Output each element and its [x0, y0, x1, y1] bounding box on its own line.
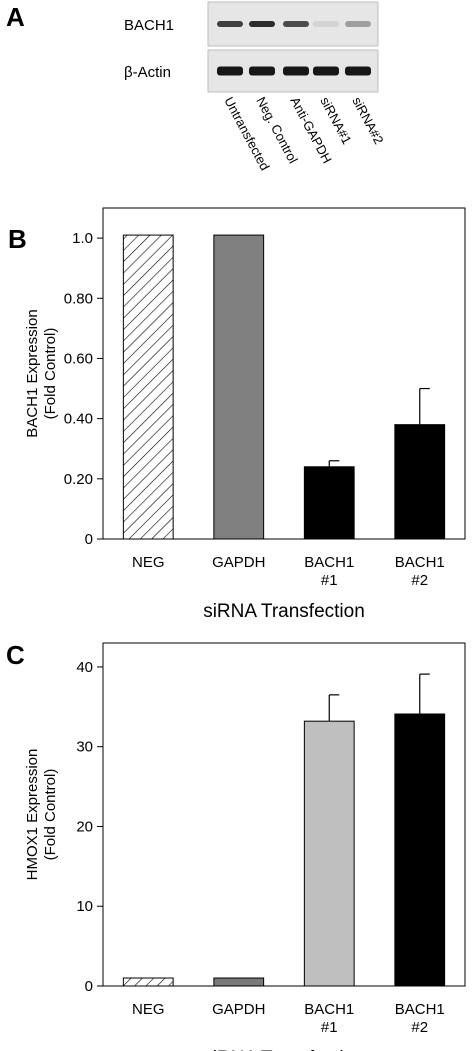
- panel-a-label: A: [6, 2, 25, 32]
- blot-band: [249, 66, 275, 76]
- y-axis-label: (Fold Control): [42, 328, 59, 420]
- blot-row-label: β-Actin: [124, 64, 171, 81]
- y-axis-label: (Fold Control): [42, 769, 59, 861]
- category-label: BACH1: [304, 1001, 354, 1018]
- y-axis-label: BACH1 Expression: [24, 309, 41, 437]
- hmox1-expression-chart: C 0 10 20 30 40 HMOX1 Expression (Fold Control…: [6, 640, 466, 1051]
- y-tick-label: 0.40: [64, 411, 93, 428]
- panel-b-label: B: [8, 224, 27, 254]
- y-tick-label: 0.80: [64, 290, 93, 307]
- panel-c-label: C: [6, 640, 25, 670]
- y-axis-label: HMOX1 Expression: [24, 749, 41, 881]
- y-tick-label: 0: [85, 978, 93, 995]
- category-label: #2: [411, 1019, 428, 1036]
- category-label: BACH1: [395, 1001, 445, 1018]
- category-label: #1: [321, 1019, 338, 1036]
- plot-frame: [102, 207, 466, 540]
- blot-band: [249, 21, 275, 27]
- y-tick-label: 20: [76, 818, 93, 835]
- x-axis-label: siRNA Transfection: [203, 601, 365, 622]
- bar: [394, 713, 446, 987]
- category-label: #2: [411, 572, 428, 589]
- blot-band: [345, 66, 371, 76]
- bach1-expression-chart: B 0 0.20 0.40 0.60 0.80 1.0 BACH1 Expression (F…: [8, 207, 466, 622]
- bar: [122, 234, 174, 540]
- category-label: NEG: [132, 554, 165, 571]
- y-tick-label: 30: [76, 739, 93, 756]
- bar: [213, 977, 265, 987]
- y-tick-label: 1.0: [72, 230, 93, 247]
- bar: [213, 234, 265, 540]
- y-tick-label: 0: [85, 531, 93, 548]
- bar: [303, 466, 355, 540]
- y-tick-label: 0.60: [64, 350, 93, 367]
- blot-band: [345, 21, 371, 27]
- category-label: GAPDH: [212, 554, 265, 571]
- blot-band: [217, 66, 243, 76]
- blot-band: [283, 66, 309, 76]
- blot-band: [283, 21, 309, 27]
- plot-frame: [102, 642, 466, 987]
- y-tick-label: 0.20: [64, 471, 93, 488]
- y-tick-label: 40: [76, 659, 93, 676]
- category-label: GAPDH: [212, 1001, 265, 1018]
- blot-band: [313, 66, 339, 76]
- bar: [122, 977, 174, 987]
- category-label: #1: [321, 572, 338, 589]
- blot-band: [313, 21, 339, 27]
- category-label: NEG: [132, 1001, 165, 1018]
- bar: [394, 424, 446, 540]
- x-axis-label: siRNA Transfection: [203, 1048, 365, 1051]
- y-tick-label: 10: [76, 898, 93, 915]
- category-label: BACH1: [395, 554, 445, 571]
- blot-band: [217, 21, 243, 27]
- bar: [303, 720, 355, 987]
- category-label: BACH1: [304, 554, 354, 571]
- blot-row-label: BACH1: [124, 17, 174, 34]
